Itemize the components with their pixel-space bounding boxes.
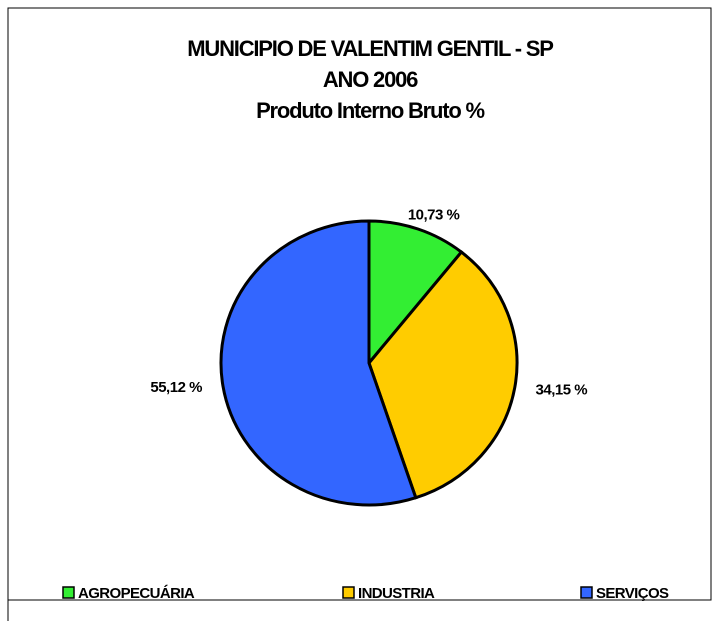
chart-title: Produto Interno Bruto % bbox=[256, 98, 484, 123]
chart-title: ANO 2006 bbox=[323, 67, 418, 92]
legend-label: SERVIÇOS bbox=[596, 585, 669, 602]
legend-swatch bbox=[580, 586, 593, 599]
legend-label: AGROPECUÁRIA bbox=[78, 585, 195, 602]
data-label: 34,15 % bbox=[536, 381, 588, 398]
data-label: 55,12 % bbox=[150, 379, 202, 396]
pie-slice bbox=[219, 219, 418, 507]
pie-slice bbox=[367, 249, 519, 500]
legend-swatch bbox=[62, 586, 75, 599]
data-label: 10,73 % bbox=[408, 207, 460, 224]
chart-title: MUNICIPIO DE VALENTIM GENTIL - SP bbox=[187, 36, 553, 61]
legend-label: INDUSTRIA bbox=[358, 585, 435, 602]
frame bbox=[7, 7, 712, 621]
pie-slice bbox=[367, 219, 464, 368]
legend-swatch bbox=[342, 586, 355, 599]
